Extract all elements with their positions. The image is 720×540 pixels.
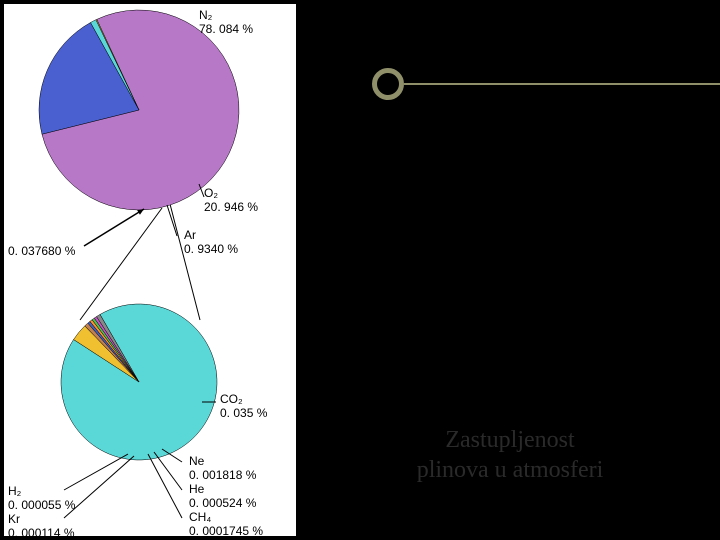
leader-line	[170, 204, 200, 320]
label-Ne: Ne	[189, 454, 204, 469]
pct-He: 0. 000524 %	[189, 496, 256, 511]
label-H2: H₂	[8, 484, 21, 499]
pct-N2: 78. 084 %	[199, 22, 253, 37]
leader-line	[84, 209, 144, 246]
leader-line	[154, 452, 182, 490]
charts-svg	[4, 4, 296, 536]
label-He: He	[189, 482, 204, 497]
label-N2: N₂	[199, 8, 212, 23]
horizontal-line-decoration	[404, 83, 720, 85]
ring-decoration	[372, 68, 404, 100]
chart-panel: N₂78. 084 % O₂20. 946 % Ar0. 9340 % 0. 0376…	[0, 0, 300, 540]
title-line-2: plinova u atmosferi	[417, 457, 604, 483]
label-Ar: Ar	[184, 228, 196, 243]
leader-line	[167, 205, 177, 236]
pct-CO2: 0. 035 %	[220, 406, 267, 421]
pct-CO2: 0. 037680 %	[8, 244, 75, 259]
label-CH4: CH₄	[189, 510, 211, 525]
pct-Ar: 0. 9340 %	[184, 242, 238, 257]
label-O2: O₂	[204, 186, 218, 201]
leader-line	[148, 454, 182, 518]
pct-H2: 0. 000055 %	[8, 498, 75, 513]
right-area: Zastupljenost plinova u atmosferi	[300, 0, 720, 540]
pct-CH4: 0. 0001745 %	[189, 524, 263, 539]
leader-line	[80, 208, 162, 320]
leader-line	[64, 454, 128, 490]
slide-title: Zastupljenost plinova u atmosferi	[360, 425, 660, 485]
pct-O2: 20. 946 %	[204, 200, 258, 215]
label-CO2: CO₂	[220, 392, 243, 407]
title-line-1: Zastupljenost	[445, 427, 574, 453]
label-Kr: Kr	[8, 512, 20, 527]
pct-Kr: 0. 000114 %	[8, 526, 75, 540]
pct-Ne: 0. 001818 %	[189, 468, 256, 483]
